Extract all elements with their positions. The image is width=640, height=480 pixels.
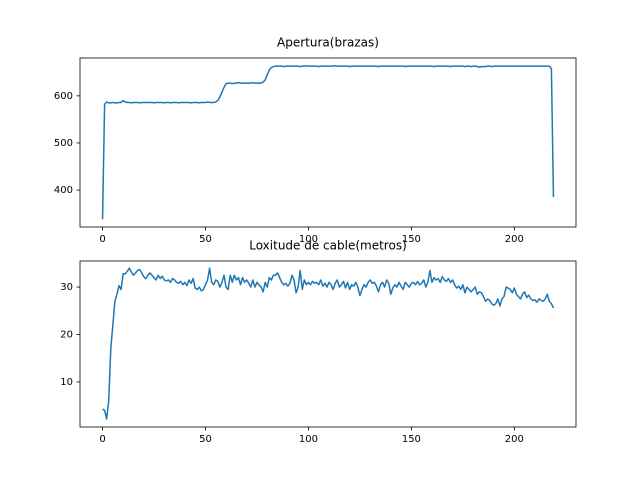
y-tick-label: 400 <box>54 185 73 196</box>
x-tick-label: 50 <box>199 434 212 445</box>
x-tick-label: 200 <box>505 234 524 245</box>
chart-title: Loxitude de cable(metros) <box>249 239 407 253</box>
data-line <box>102 267 555 420</box>
chart-title: Apertura(brazas) <box>277 36 379 50</box>
x-tick-label: 100 <box>299 434 318 445</box>
x-tick-label: 200 <box>505 434 524 445</box>
data-line <box>101 64 555 220</box>
y-tick-label: 500 <box>54 138 73 149</box>
y-tick-label: 600 <box>54 91 73 102</box>
x-tick-label: 0 <box>99 434 105 445</box>
x-tick-label: 150 <box>402 434 421 445</box>
y-tick-label: 20 <box>60 330 73 341</box>
x-tick-label: 0 <box>99 234 105 245</box>
axes-frame <box>79 57 577 228</box>
y-tick-label: 10 <box>60 377 73 388</box>
axes-frame <box>79 260 577 428</box>
x-tick-label: 50 <box>199 234 212 245</box>
x-tick-label: 150 <box>402 234 421 245</box>
x-tick-label: 100 <box>299 234 318 245</box>
y-tick-label: 30 <box>60 282 73 293</box>
